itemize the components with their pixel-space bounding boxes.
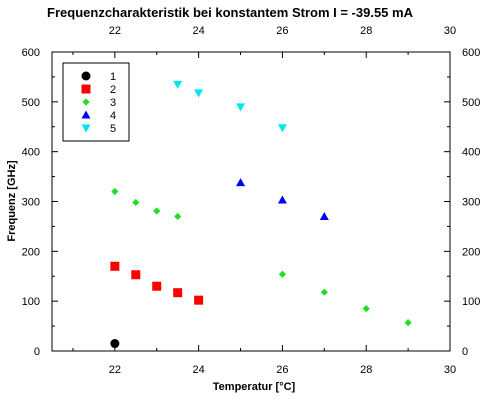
data-point-series-4 xyxy=(319,211,329,220)
data-point-series-2 xyxy=(173,288,183,298)
x-tick-label-top: 28 xyxy=(360,25,372,37)
data-point-series-2 xyxy=(131,270,141,280)
data-point-series-5 xyxy=(173,80,183,89)
x-tick-label-bottom: 26 xyxy=(276,364,288,376)
legend-marker-3 xyxy=(82,98,90,106)
x-tick-label-top: 24 xyxy=(193,25,205,37)
data-point-series-2 xyxy=(110,261,120,271)
y-axis-label: Frequenz [GHz] xyxy=(6,160,18,242)
y-tick-label-left: 500 xyxy=(22,97,40,109)
legend-label-3: 3 xyxy=(110,97,116,109)
data-point-series-2 xyxy=(194,295,204,305)
legend-box xyxy=(62,62,130,142)
y-tick-label-right: 300 xyxy=(462,197,480,209)
y-tick-label-left: 300 xyxy=(22,197,40,209)
chart-title: Frequenzcharakteristik bei konstantem St… xyxy=(47,5,414,20)
data-point-series-3 xyxy=(362,305,370,313)
legend-marker-1 xyxy=(81,71,91,81)
data-point-series-4 xyxy=(236,178,246,187)
legend-marker-2 xyxy=(81,84,91,94)
data-point-series-3 xyxy=(174,212,182,221)
x-tick-label-bottom: 28 xyxy=(360,364,372,376)
x-tick-label-top: 22 xyxy=(109,25,121,37)
data-point-series-5 xyxy=(194,89,204,98)
data-point-series-3 xyxy=(111,187,119,196)
data-point-series-3 xyxy=(132,198,140,207)
y-tick-label-left: 600 xyxy=(22,47,40,59)
y-tick-label-left: 0 xyxy=(34,346,40,358)
legend-marker-4 xyxy=(81,110,91,119)
legend-marker-5 xyxy=(81,124,91,133)
y-tick-label-right: 200 xyxy=(462,246,480,258)
data-point-series-5 xyxy=(277,124,287,133)
data-point-series-3 xyxy=(320,288,328,296)
x-axis-label: Temperatur [°C] xyxy=(213,381,296,393)
data-point-series-3 xyxy=(278,270,287,278)
data-point-series-4 xyxy=(277,195,287,204)
data-point-series-3 xyxy=(153,207,161,215)
data-points xyxy=(110,80,412,349)
y-tick-label-left: 200 xyxy=(22,246,40,258)
y-tick-label-right: 400 xyxy=(462,147,480,159)
y-tick-label-left: 400 xyxy=(22,147,40,159)
x-tick-label-top: 30 xyxy=(444,25,456,37)
legend-label-2: 2 xyxy=(110,84,116,96)
x-tick-label-bottom: 30 xyxy=(444,364,456,376)
y-tick-label-right: 100 xyxy=(462,296,480,308)
data-point-series-1 xyxy=(110,339,120,349)
data-point-series-3 xyxy=(404,318,412,327)
y-tick-label-left: 100 xyxy=(22,296,40,308)
legend-label-4: 4 xyxy=(110,110,116,122)
x-tick-label-top: 26 xyxy=(276,25,288,37)
legend-label-1: 1 xyxy=(110,71,116,83)
data-point-series-5 xyxy=(236,103,246,112)
y-tick-label-right: 0 xyxy=(462,346,468,358)
x-tick-label-bottom: 22 xyxy=(109,364,121,376)
legend-label-5: 5 xyxy=(110,123,116,135)
y-tick-label-right: 600 xyxy=(462,47,480,59)
y-tick-label-right: 500 xyxy=(462,97,480,109)
data-point-series-2 xyxy=(152,281,162,291)
x-tick-label-bottom: 24 xyxy=(193,364,205,376)
